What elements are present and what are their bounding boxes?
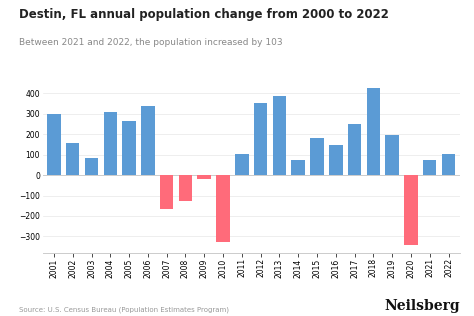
Text: Destin, FL annual population change from 2000 to 2022: Destin, FL annual population change from… [19,8,389,21]
Bar [235,154,248,175]
Bar [66,143,80,175]
Bar [385,135,399,175]
Bar [292,160,305,175]
Bar [273,96,286,175]
Bar [423,160,437,175]
Bar [310,138,324,175]
Bar [216,175,230,241]
Bar [348,125,361,175]
Bar [103,112,117,175]
Bar [160,175,173,209]
Bar [122,121,136,175]
Text: Neilsberg: Neilsberg [384,299,460,313]
Bar [47,114,61,175]
Bar [404,175,418,245]
Bar [442,154,455,175]
Bar [198,175,211,179]
Bar [85,158,98,175]
Bar [141,106,155,175]
Text: Source: U.S. Census Bureau (Population Estimates Program): Source: U.S. Census Bureau (Population E… [19,306,229,313]
Bar [366,88,380,175]
Bar [329,145,343,175]
Bar [254,102,267,175]
Text: Between 2021 and 2022, the population increased by 103: Between 2021 and 2022, the population in… [19,38,283,47]
Bar [179,175,192,201]
